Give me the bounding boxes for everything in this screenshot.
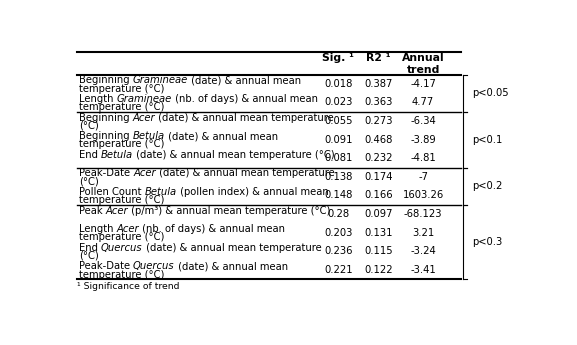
Text: temperature (°C): temperature (°C) <box>79 139 164 149</box>
Text: 0.232: 0.232 <box>364 153 393 163</box>
Text: Acer: Acer <box>106 206 128 216</box>
Text: -4.81: -4.81 <box>410 153 436 163</box>
Text: ¹ Significance of trend: ¹ Significance of trend <box>77 282 179 291</box>
Text: (pollen index) & annual mean: (pollen index) & annual mean <box>177 187 328 197</box>
Text: 0.236: 0.236 <box>324 246 353 256</box>
Text: 0.221: 0.221 <box>324 265 353 275</box>
Text: temperature (°C): temperature (°C) <box>79 195 164 205</box>
Text: Length: Length <box>79 224 117 234</box>
Text: temperature (°C): temperature (°C) <box>79 232 164 242</box>
Text: temperature (°C): temperature (°C) <box>79 83 164 93</box>
Text: temperature (°C): temperature (°C) <box>79 269 164 279</box>
Text: -3.41: -3.41 <box>410 265 436 275</box>
Text: 0.055: 0.055 <box>324 116 353 126</box>
Text: Peak: Peak <box>79 206 106 216</box>
Text: 4.77: 4.77 <box>412 98 434 108</box>
Text: Quercus: Quercus <box>133 262 175 272</box>
Text: 0.091: 0.091 <box>324 135 353 145</box>
Text: 3.21: 3.21 <box>412 228 434 238</box>
Text: Betula: Betula <box>101 150 133 160</box>
Text: (nb. of days) & annual mean: (nb. of days) & annual mean <box>139 224 285 234</box>
Text: -3.89: -3.89 <box>410 135 436 145</box>
Text: 0.28: 0.28 <box>327 209 349 219</box>
Text: End: End <box>79 243 101 253</box>
Text: (date) & annual mean temperature: (date) & annual mean temperature <box>156 168 335 178</box>
Text: (°C): (°C) <box>79 177 99 187</box>
Text: 0.363: 0.363 <box>364 98 392 108</box>
Text: End: End <box>79 150 101 160</box>
Text: Betula: Betula <box>133 131 164 141</box>
Text: p<0.05: p<0.05 <box>473 88 509 98</box>
Text: 0.387: 0.387 <box>364 79 392 89</box>
Text: Length: Length <box>79 94 117 104</box>
Text: 0.203: 0.203 <box>324 228 353 238</box>
Text: p<0.3: p<0.3 <box>473 237 503 247</box>
Text: Sig. ¹: Sig. ¹ <box>322 53 354 63</box>
Text: Beginning: Beginning <box>79 131 133 141</box>
Text: Gramineae: Gramineae <box>117 94 172 104</box>
Text: 0.273: 0.273 <box>364 116 393 126</box>
Text: -4.17: -4.17 <box>410 79 436 89</box>
Text: (date) & annual mean temperature (°C): (date) & annual mean temperature (°C) <box>133 150 335 160</box>
Text: (date) & annual mean: (date) & annual mean <box>164 131 278 141</box>
Text: -68.123: -68.123 <box>404 209 443 219</box>
Text: (date) & annual mean: (date) & annual mean <box>175 262 288 272</box>
Text: (nb. of days) & annual mean: (nb. of days) & annual mean <box>172 94 318 104</box>
Text: Betula: Betula <box>144 187 177 197</box>
Text: Acer: Acer <box>133 112 155 122</box>
Text: 0.018: 0.018 <box>324 79 353 89</box>
Text: 0.166: 0.166 <box>364 190 393 200</box>
Text: (date) & annual mean temperature: (date) & annual mean temperature <box>143 243 321 253</box>
Text: temperature (°C): temperature (°C) <box>79 102 164 112</box>
Text: (date) & annual mean temperature: (date) & annual mean temperature <box>155 112 334 122</box>
Text: 0.174: 0.174 <box>364 172 393 182</box>
Text: p<0.2: p<0.2 <box>473 181 503 191</box>
Text: 0.148: 0.148 <box>324 190 353 200</box>
Text: (p/m³) & annual mean temperature (°C): (p/m³) & annual mean temperature (°C) <box>128 206 331 216</box>
Text: 0.081: 0.081 <box>324 153 353 163</box>
Text: Quercus: Quercus <box>101 243 143 253</box>
Text: R2 ¹: R2 ¹ <box>366 53 391 63</box>
Text: -7: -7 <box>418 172 428 182</box>
Text: Acer: Acer <box>117 224 139 234</box>
Text: Annual
trend: Annual trend <box>402 53 444 75</box>
Text: 0.097: 0.097 <box>364 209 393 219</box>
Text: 0.115: 0.115 <box>364 246 393 256</box>
Text: -6.34: -6.34 <box>410 116 436 126</box>
Text: Peak-Date: Peak-Date <box>79 168 133 178</box>
Text: (date) & annual mean: (date) & annual mean <box>188 76 301 86</box>
Text: (°C): (°C) <box>79 251 99 261</box>
Text: Gramineae: Gramineae <box>133 76 188 86</box>
Text: Beginning: Beginning <box>79 112 133 122</box>
Text: 0.131: 0.131 <box>364 228 393 238</box>
Text: (°C): (°C) <box>79 121 99 131</box>
Text: p<0.1: p<0.1 <box>473 135 503 145</box>
Text: -3.24: -3.24 <box>410 246 436 256</box>
Text: Peak-Date: Peak-Date <box>79 262 133 272</box>
Text: 1603.26: 1603.26 <box>403 190 444 200</box>
Text: 0.023: 0.023 <box>324 98 353 108</box>
Text: 0.468: 0.468 <box>364 135 392 145</box>
Text: 0.122: 0.122 <box>364 265 393 275</box>
Text: 0.138: 0.138 <box>324 172 353 182</box>
Text: Beginning: Beginning <box>79 76 133 86</box>
Text: Pollen Count: Pollen Count <box>79 187 144 197</box>
Text: Acer: Acer <box>133 168 156 178</box>
